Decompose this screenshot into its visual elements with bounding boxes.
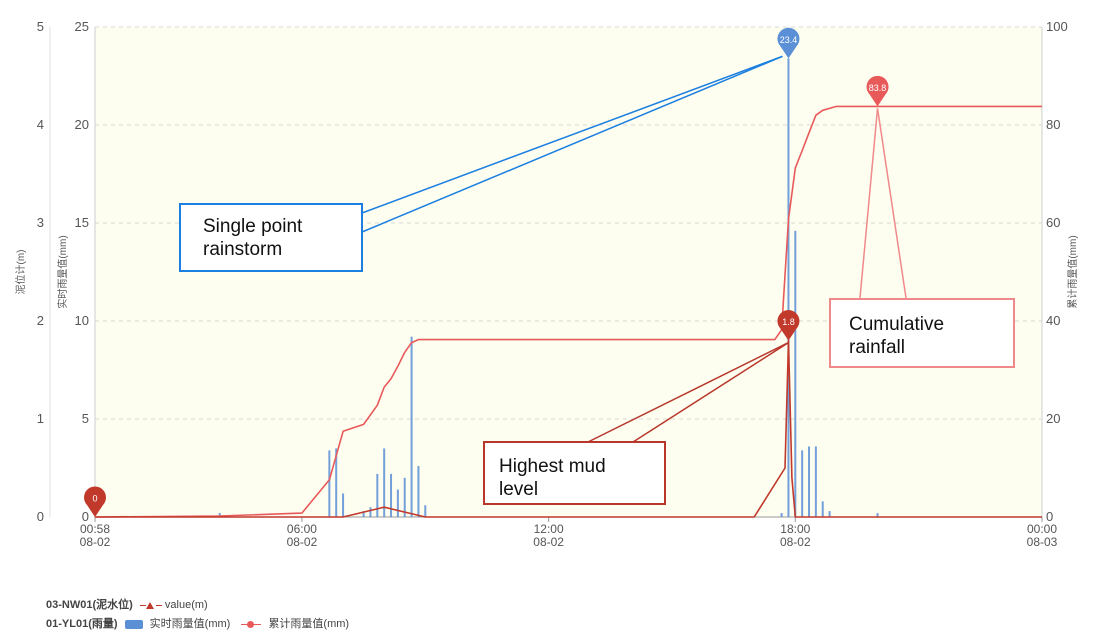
x-tick-label-time: 12:00 — [534, 522, 564, 536]
tick-label-mud-level: 0 — [37, 509, 44, 524]
pin-mud-level-start-label: 0 — [92, 494, 97, 504]
triangle-marker-icon — [145, 601, 154, 609]
x-tick-label-date: 08-02 — [533, 535, 564, 549]
tick-label-mud-level: 5 — [37, 19, 44, 34]
pin-realtime-rain-max-label: 23.4 — [780, 35, 798, 45]
annotation-cumulative-rainfall: Cumulative rainfall — [829, 298, 1015, 368]
legend-item-realtime-rain[interactable]: 实时雨量值(mm) — [149, 618, 231, 630]
pin-realtime-rain-max — [777, 27, 800, 59]
triangle-line-icon — [139, 604, 146, 606]
legend-item-mud-value[interactable]: value(m) — [164, 599, 208, 611]
tick-label-realtime-rain: 15 — [75, 215, 89, 230]
tick-label-realtime-rain: 20 — [75, 117, 89, 132]
pin-mud-level-start — [84, 486, 107, 517]
rain-bar — [828, 511, 831, 517]
rain-bar — [821, 501, 824, 517]
rain-bar — [396, 489, 399, 517]
rain-bar — [417, 466, 420, 517]
tick-label-cumulative-rain: 40 — [1046, 313, 1060, 328]
legend-row-mud: 03-NW01(泥水位) value(m) — [46, 596, 216, 612]
rain-bar — [376, 473, 379, 517]
pointer-line-storm — [361, 55, 783, 214]
bar-swatch-icon — [124, 619, 143, 629]
rain-bar — [814, 446, 817, 517]
pointer-line-cumulative — [859, 108, 879, 299]
rain-bar — [362, 511, 365, 517]
tick-label-mud-level: 4 — [37, 117, 44, 132]
pointer-line-cumulative — [876, 108, 907, 299]
x-tick-label-time: 00:00 — [1027, 522, 1057, 536]
axis-title-cumulative-rain: 累计雨量值(mm) — [1066, 235, 1079, 308]
tick-label-cumulative-rain: 80 — [1046, 117, 1060, 132]
pointer-line-mud — [587, 341, 789, 443]
rain-bar — [218, 513, 221, 517]
rain-bar — [780, 513, 783, 517]
plot-area — [95, 27, 1042, 517]
pointer-line-storm — [361, 55, 783, 233]
axis-title-realtime-rain: 实时雨量值(mm) — [56, 235, 69, 308]
x-tick-label-time: 00:58 — [80, 522, 110, 536]
legend-group-rain: 01-YL01(雨量) — [46, 618, 118, 630]
pointer-line-mud — [632, 341, 789, 443]
x-tick-label-date: 08-02 — [780, 535, 811, 549]
rain-bar — [410, 336, 413, 517]
x-tick-label-date: 08-02 — [287, 535, 318, 549]
legend-row-rain: 01-YL01(雨量) 实时雨量值(mm) 累计雨量值(mm) — [46, 615, 357, 631]
tick-label-cumulative-rain: 100 — [1046, 19, 1068, 34]
rain-bar — [801, 450, 804, 517]
rain-bar — [383, 448, 386, 517]
x-tick-label-time: 18:00 — [780, 522, 810, 536]
rain-bar — [876, 513, 879, 517]
tick-label-realtime-rain: 0 — [82, 509, 89, 524]
rain-bar — [342, 493, 345, 517]
tick-label-realtime-rain: 10 — [75, 313, 89, 328]
tick-label-realtime-rain: 5 — [82, 411, 89, 426]
x-tick-label-time: 06:00 — [287, 522, 317, 536]
pin-cumulative-rain-max — [866, 75, 889, 107]
x-tick-label-date: 08-02 — [80, 535, 111, 549]
rain-bar — [328, 450, 331, 517]
tick-label-cumulative-rain: 20 — [1046, 411, 1060, 426]
pin-mud-level-max-label: 1.8 — [782, 317, 795, 327]
x-tick-label-date: 08-03 — [1027, 535, 1058, 549]
pin-mud-level-max — [777, 310, 800, 341]
tick-label-mud-level: 1 — [37, 411, 44, 426]
tick-label-realtime-rain: 25 — [75, 19, 89, 34]
annotation-single-point-rainstorm: Single point rainstorm — [179, 203, 363, 272]
tick-label-mud-level: 2 — [37, 313, 44, 328]
pin-cumulative-rain-max-label: 83.8 — [869, 83, 887, 93]
triangle-line-icon — [155, 604, 162, 606]
rain-bar — [335, 448, 338, 517]
tick-label-cumulative-rain: 60 — [1046, 215, 1060, 230]
rain-bar — [787, 58, 790, 518]
mud-level-line — [95, 339, 1042, 518]
tick-label-mud-level: 3 — [37, 215, 44, 230]
rain-bar — [390, 473, 393, 517]
rain-bar — [424, 505, 427, 517]
rain-bar — [369, 507, 372, 517]
rain-bar — [794, 230, 797, 517]
rain-bar — [808, 446, 811, 517]
circle-line-swatch-icon — [241, 620, 262, 629]
legend-group-mud: 03-NW01(泥水位) — [46, 599, 133, 611]
legend-item-cumulative-rain[interactable]: 累计雨量值(mm) — [268, 618, 350, 630]
axis-title-mud-level: 泥位计(m) — [14, 250, 27, 295]
tick-label-cumulative-rain: 0 — [1046, 509, 1053, 524]
rain-bar — [403, 477, 406, 517]
cumulative-rain-line — [94, 105, 1042, 518]
annotation-highest-mud-level: Highest mud level — [483, 441, 666, 505]
